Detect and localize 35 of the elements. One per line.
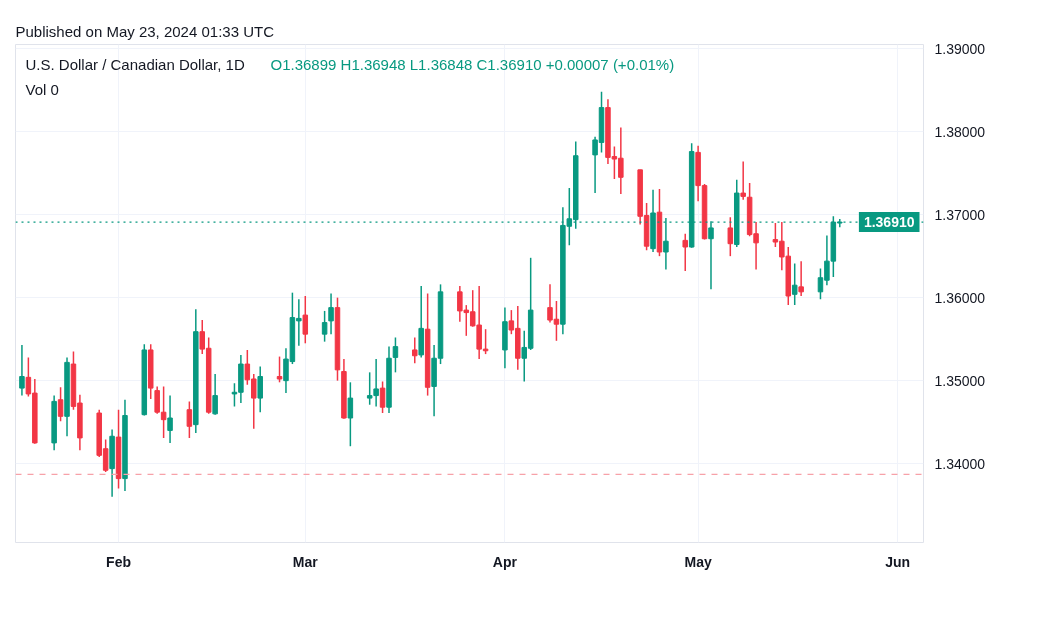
candlestick [257, 365, 263, 413]
y-tick-label: 1.38000 [934, 123, 986, 140]
x-tick-label: Feb [106, 553, 131, 570]
text: U.S. Dollar / Canadian Dollar, 1D [25, 55, 245, 73]
candlestick [791, 262, 798, 306]
x-tick-label: Apr [492, 553, 518, 570]
candlestick [379, 380, 386, 414]
y-tick-label: 1.39000 [934, 40, 986, 57]
candlestick [798, 260, 804, 297]
candlestick [392, 336, 399, 374]
candlestick [328, 292, 334, 335]
x-tick-label: Mar [292, 553, 319, 570]
candlestick [186, 400, 193, 439]
y-tick-label: 1.37000 [934, 206, 986, 223]
candlestick [57, 386, 64, 423]
candlestick [167, 394, 173, 444]
y-tick-label: 1.36000 [934, 289, 986, 306]
annotation: Vol 0 [25, 80, 59, 98]
x-tick-label: Jun [885, 553, 911, 570]
candlestick [321, 310, 328, 343]
text: Published on May 23, 2024 01:33 UTC [15, 22, 275, 40]
candlestick [682, 232, 688, 272]
text: O1.36899 H1.36948 L1.36848 C1.36910 +0.00007 (+0.01%) [270, 55, 675, 73]
candlestick [347, 381, 354, 447]
candlestick [19, 344, 25, 397]
ref-line-label: 1.36910 [863, 214, 915, 231]
y-tick-label: 1.34000 [934, 455, 986, 472]
candlestick [212, 373, 218, 416]
candlestick [740, 160, 746, 201]
candlestick [727, 216, 734, 257]
y-tick-label: 1.35000 [934, 372, 986, 389]
candlestick [412, 336, 418, 364]
candlestick [302, 295, 309, 345]
x-tick-label: May [684, 553, 712, 570]
candlestick [276, 355, 283, 384]
